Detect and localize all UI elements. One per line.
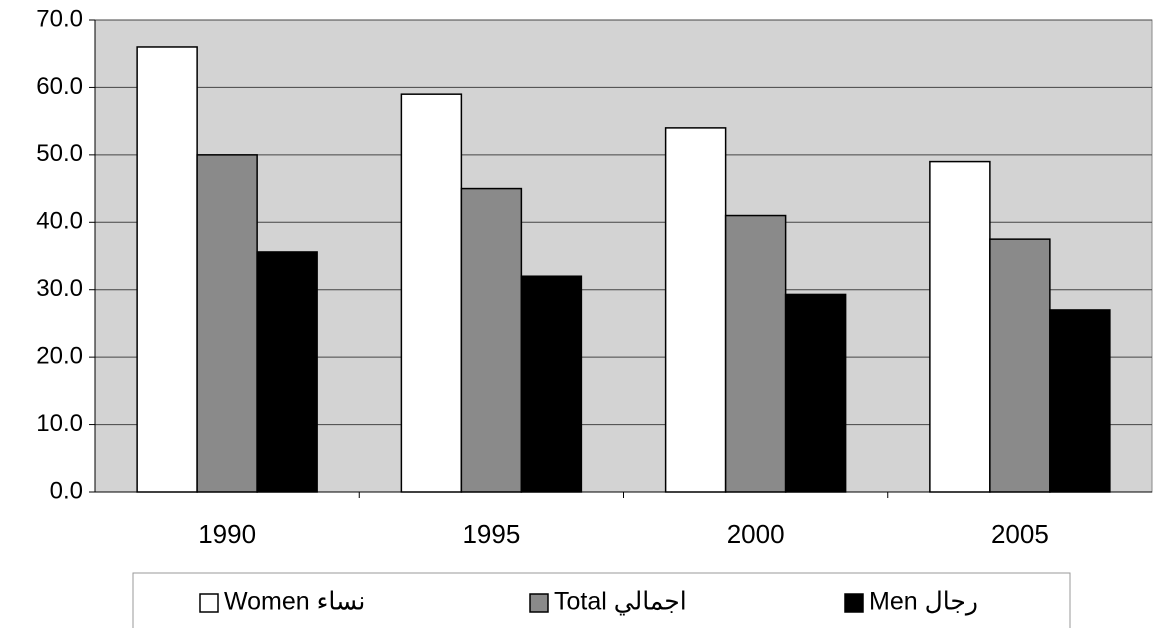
legend-label: Women نساء (224, 588, 365, 616)
legend-swatch (529, 593, 549, 613)
y-tick-label: 30.0 (36, 275, 83, 302)
y-tick-label: 70.0 (36, 5, 83, 32)
x-tick-label: 2000 (727, 519, 785, 549)
y-tick-label: 40.0 (36, 208, 83, 235)
bar (196, 154, 258, 493)
y-tick-label: 60.0 (36, 73, 83, 100)
bar (400, 93, 463, 493)
legend-swatch (199, 593, 219, 613)
legend-swatch (844, 593, 864, 613)
x-tick-label: 1995 (462, 519, 520, 549)
x-tick-label: 2005 (991, 519, 1049, 549)
legend-label: Men رجال (869, 588, 978, 617)
bar (1049, 309, 1111, 493)
y-tick-label: 20.0 (36, 342, 83, 369)
bar (256, 251, 318, 493)
bar (520, 275, 583, 493)
legend-label: Total اجمالي (554, 588, 687, 616)
y-tick-label: 10.0 (36, 410, 83, 437)
bar (724, 214, 787, 493)
bar (784, 293, 847, 493)
bar (460, 187, 523, 493)
x-tick-label: 1990 (198, 519, 256, 549)
bar (929, 160, 991, 493)
bar (136, 46, 198, 493)
bar (664, 127, 727, 493)
bar (989, 238, 1051, 493)
y-tick-label: 0.0 (50, 477, 83, 504)
y-tick-label: 50.0 (36, 140, 83, 167)
legend-box (132, 572, 1071, 628)
